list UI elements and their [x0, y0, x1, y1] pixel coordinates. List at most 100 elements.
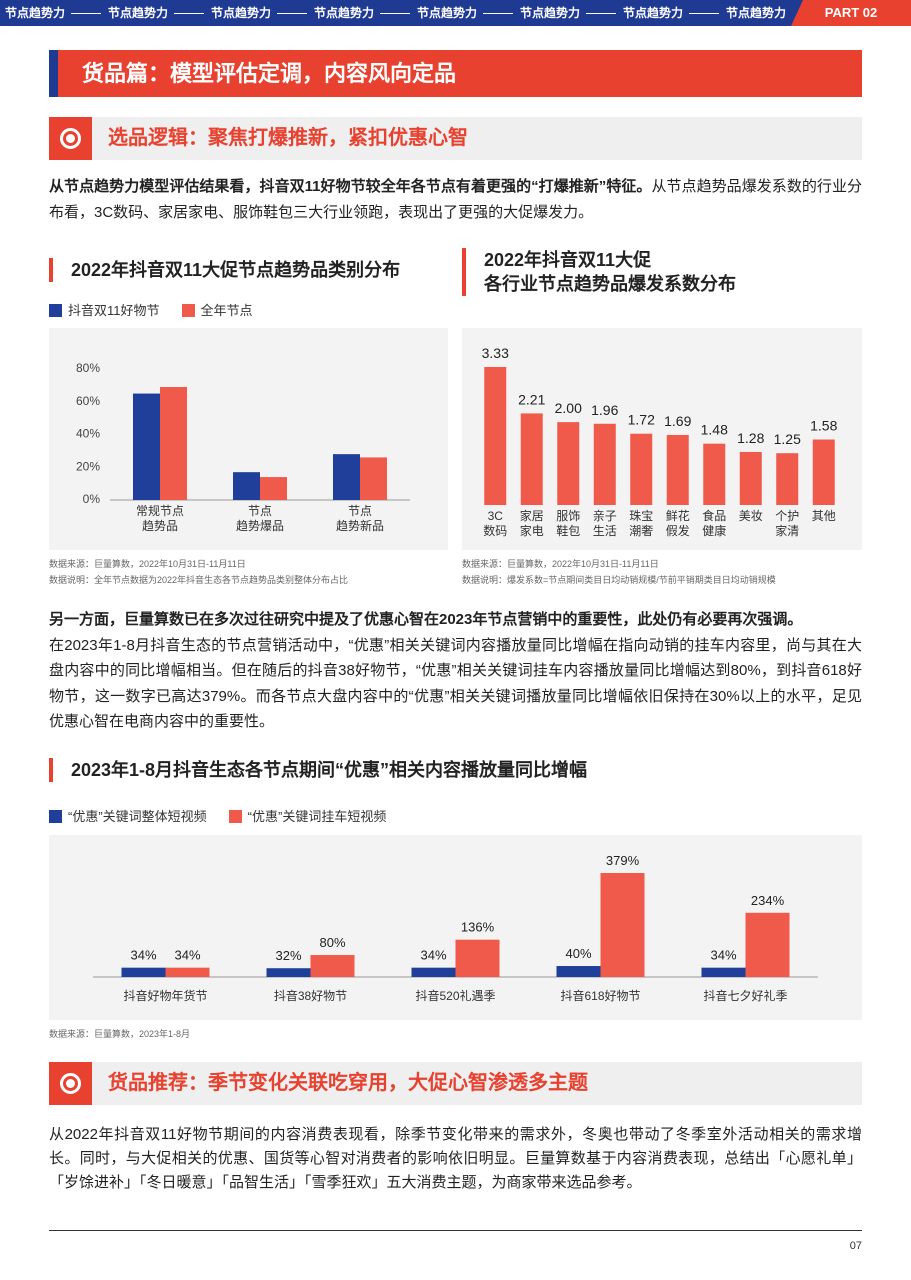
- data-label: 34%: [174, 948, 200, 963]
- data-label: 1.58: [810, 418, 837, 434]
- banner-tab: 节点趋势力: [520, 6, 581, 20]
- paragraph: 另一方面，巨量算数已在多次过往研究中提及了优惠心智在2023年节点营销中的重要性…: [49, 607, 862, 735]
- bar: [703, 443, 726, 505]
- bar: [520, 413, 543, 505]
- banner-divider: [586, 13, 616, 14]
- bar: [455, 939, 500, 977]
- bar: [484, 367, 507, 505]
- text-line: 鞋包: [556, 523, 580, 538]
- text-line: 节点: [348, 504, 372, 518]
- data-label: 34%: [130, 948, 156, 963]
- chart-title: 2023年1-8月抖音生态各节点期间“优惠”相关内容播放量同比增幅: [49, 758, 587, 782]
- bar: [411, 967, 456, 977]
- banner-tab: 节点趋势力: [108, 6, 169, 20]
- legend-swatch: [49, 304, 62, 317]
- data-label: 40%: [565, 946, 591, 961]
- x-tick-label: 亲子生活: [593, 509, 617, 538]
- footer-line: [49, 1230, 862, 1231]
- text-line: 趋势新品: [336, 518, 384, 533]
- subsection-icon: [49, 1062, 92, 1105]
- x-tick-label: 抖音520礼遇季: [415, 988, 495, 1003]
- data-label: 136%: [461, 920, 495, 935]
- bar: [776, 453, 799, 505]
- paragraph-text: 在2023年1-8月抖音生态的节点营销活动中，“优惠”相关关键词内容播放量同比增…: [49, 636, 862, 731]
- text-line: 趋势爆品: [236, 519, 284, 533]
- x-tick-label: 其他: [812, 509, 836, 523]
- legend-item: 抖音双11好物节: [49, 300, 160, 319]
- y-tick-label: 20%: [76, 459, 100, 473]
- data-label: 80%: [319, 935, 345, 950]
- bar: [557, 422, 580, 505]
- text-line: 服饰: [556, 509, 580, 523]
- banner-tab: 节点趋势力: [623, 6, 684, 20]
- x-tick-label: 美妆: [739, 509, 763, 523]
- subsection-title: 选品逻辑：聚焦打爆推新，紧扣优惠心智: [108, 127, 468, 149]
- text-line: 假发: [666, 523, 690, 538]
- text-line: 常规节点: [136, 503, 184, 518]
- data-label: 2.21: [518, 391, 545, 407]
- banner-divider: [174, 13, 204, 14]
- bar: [121, 967, 166, 977]
- bar: [600, 873, 645, 977]
- text-line: 鲜花: [666, 508, 690, 523]
- banner-tab: 节点趋势力: [5, 6, 66, 20]
- data-label: 1.69: [664, 413, 691, 429]
- paragraph: 从节点趋势力模型评估结果看，抖音双11好物节较全年各节点有着更强的“打爆推新”特…: [49, 174, 862, 226]
- text-line: 食品: [702, 508, 726, 523]
- y-tick-label: 0%: [83, 492, 101, 506]
- data-label: 32%: [275, 948, 301, 963]
- data-label: 1.48: [701, 422, 728, 438]
- section-title: 货品篇：模型评估定调，内容风向定品: [49, 50, 862, 97]
- bar: [630, 433, 653, 505]
- bar: [260, 477, 287, 500]
- subsection-title: 货品推荐：季节变化关联吃穿用，大促心智渗透多主题: [108, 1072, 588, 1094]
- bar: [556, 966, 601, 977]
- banner-divider: [277, 13, 307, 14]
- x-tick-label: 节点趋势新品: [336, 504, 384, 533]
- x-tick-label: 珠宝潮奢: [629, 509, 653, 538]
- x-tick-label: 节点趋势爆品: [236, 504, 284, 533]
- data-label: 1.25: [774, 431, 801, 447]
- source-note: 数据说明：全年节点数据为2022年抖音生态各节点趋势品类别整体分布占比: [49, 575, 349, 585]
- legend-swatch: [49, 810, 62, 823]
- text-line: 生活: [593, 524, 617, 538]
- text-line: 趋势品: [142, 519, 178, 533]
- legend: 抖音双11好物节 全年节点: [49, 300, 253, 319]
- source-note: 数据来源：巨量算数，2022年10月31日-11月11日: [462, 559, 659, 569]
- banner-tab: 节点趋势力: [417, 6, 478, 20]
- source-note: 数据来源：巨量算数，2022年10月31日-11月11日: [49, 559, 246, 569]
- bar: [360, 457, 387, 500]
- banner-divider: [71, 13, 101, 14]
- legend-label: “优惠”关键词整体短视频: [68, 809, 207, 824]
- text-line: 家电: [520, 523, 544, 538]
- text-line: 个护: [775, 509, 799, 523]
- chart-title: 2022年抖音双11大促 各行业节点趋势品爆发系数分布: [462, 248, 736, 296]
- bar: [160, 387, 187, 500]
- text-line: 家清: [775, 523, 799, 538]
- x-tick-label: 个护家清: [775, 509, 799, 538]
- bar: [701, 967, 746, 977]
- banner-divider: [689, 13, 719, 14]
- chart: 3.33 3C 数码 2.21 家居家电 2.00 服饰鞋包 1.96 亲子生活 1.72 珠宝潮奢…: [462, 328, 862, 550]
- text-line: 健康: [702, 523, 726, 538]
- subsection-icon: [49, 117, 92, 160]
- banner-tab: 节点趋势力: [211, 6, 272, 20]
- data-label: 379%: [606, 853, 640, 868]
- banner-divider: [380, 13, 410, 14]
- x-tick-label: 抖音618好物节: [560, 988, 640, 1003]
- text-line: 节点: [248, 504, 272, 518]
- legend-item: “优惠”关键词整体短视频: [49, 806, 207, 825]
- text-line: 3C: [488, 509, 504, 523]
- source-note: 数据来源：巨量算数，2023年1-8月: [49, 1029, 191, 1039]
- text-line: 亲子: [593, 509, 617, 523]
- chart-background: [49, 328, 448, 550]
- banner-tab: 节点趋势力: [726, 6, 787, 20]
- data-label: 2.00: [555, 400, 582, 416]
- subsection-header: 货品推荐：季节变化关联吃穿用，大促心智渗透多主题: [49, 1062, 862, 1105]
- x-tick-label: 鲜花假发: [666, 508, 690, 538]
- chart-background: [49, 835, 862, 1020]
- banner-divider: [483, 13, 513, 14]
- x-tick-label: 抖音好物年货节: [123, 988, 207, 1003]
- subsection-header: 选品逻辑：聚焦打爆推新，紧扣优惠心智: [49, 117, 862, 160]
